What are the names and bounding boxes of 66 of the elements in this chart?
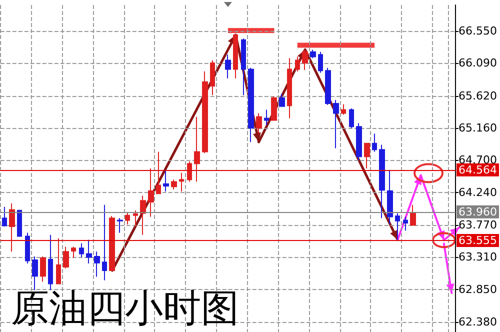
candlestick — [17, 210, 22, 237]
candlestick — [333, 100, 339, 149]
candlestick — [210, 60, 215, 96]
candlestick — [187, 161, 192, 182]
candlestick — [71, 246, 76, 258]
candlestick — [356, 122, 362, 161]
candlestick — [48, 234, 53, 291]
candlestick — [125, 212, 130, 225]
candlestick — [156, 151, 161, 194]
ref-line-label: 63.555 — [458, 234, 498, 247]
candlestick — [279, 93, 285, 107]
candlestick — [410, 204, 416, 226]
candlestick — [32, 256, 38, 291]
candlestick — [9, 202, 15, 252]
candlestick — [225, 54, 231, 79]
candlestick — [163, 169, 169, 192]
y-tick-label: 65.620 — [458, 89, 498, 102]
candlestick — [364, 142, 370, 169]
candlestick — [295, 56, 300, 72]
candlestick — [287, 58, 292, 119]
candlestick — [325, 67, 331, 106]
candlestick — [233, 34, 238, 79]
candlestick — [56, 238, 61, 284]
candlestick — [387, 169, 393, 224]
candlestick — [140, 195, 146, 236]
candlestick — [241, 38, 246, 96]
candlestick — [341, 104, 346, 116]
y-tick-label: 63.310 — [458, 250, 498, 264]
candlestick — [2, 206, 7, 227]
candlestick — [109, 216, 115, 272]
candlestick — [349, 108, 354, 128]
y-tick-label: 65.160 — [458, 121, 498, 134]
ref-line-label: 63.960 — [458, 205, 498, 218]
y-tick-label: 64.240 — [458, 186, 498, 199]
candlestick — [40, 256, 46, 282]
candlestick — [63, 246, 69, 269]
y-tick-label: 66.090 — [458, 56, 498, 70]
candlestick — [133, 210, 138, 227]
candlestick — [256, 112, 262, 134]
candlestick — [310, 49, 316, 59]
y-tick-label: 62.380 — [458, 316, 498, 329]
ref-line-label: 64.564 — [458, 163, 498, 176]
candlestick — [117, 218, 123, 234]
candlestick — [94, 251, 100, 278]
candlestick — [248, 67, 254, 142]
candlestick — [148, 168, 154, 218]
candlestick — [171, 179, 177, 190]
y-tick-label: 62.850 — [458, 282, 498, 296]
y-tick-label: 63.770 — [458, 218, 498, 232]
candlestick — [318, 51, 323, 74]
candlestick — [102, 204, 107, 281]
candlestick — [271, 96, 277, 121]
candlestick — [379, 144, 385, 219]
candlestick — [264, 109, 269, 126]
candlestick — [403, 216, 408, 232]
candlestick — [202, 70, 208, 154]
candlestick — [372, 133, 377, 152]
candlestick — [194, 116, 200, 182]
y-tick-label: 66.550 — [458, 24, 498, 38]
text: 原油四小时图 — [11, 286, 239, 330]
candlestick — [25, 232, 30, 264]
candlestick — [179, 172, 184, 192]
candlestick — [79, 242, 84, 258]
candlestick — [302, 49, 308, 70]
candlestick — [395, 212, 400, 240]
candlestick — [86, 239, 92, 264]
